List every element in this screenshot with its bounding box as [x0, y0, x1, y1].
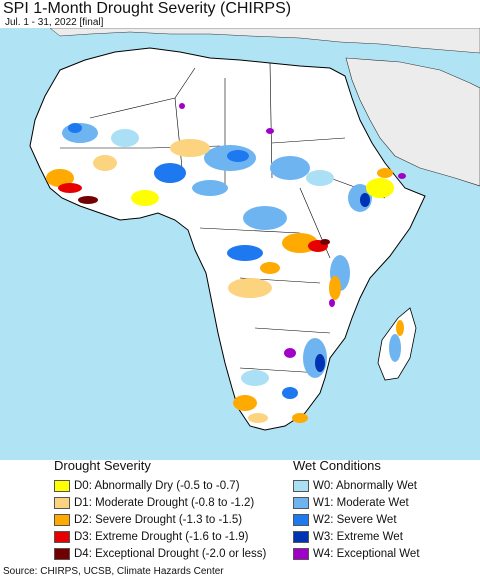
wet-patch	[227, 245, 263, 261]
legend-swatch	[54, 531, 70, 543]
dry-patch	[93, 155, 117, 171]
dry-patch	[366, 178, 394, 198]
wet-legend-item: W1: Moderate Wet	[293, 496, 409, 510]
legend-label: D3: Extreme Drought (-1.6 to -1.9)	[74, 531, 249, 543]
legend-swatch	[293, 480, 309, 492]
exceptional-wet-patch	[398, 173, 406, 179]
wet-patch	[306, 170, 334, 186]
exceptional-wet-patch	[284, 348, 296, 358]
drought-legend-item: D2: Severe Drought (-1.3 to -1.5)	[54, 513, 242, 527]
exceptional-wet-patch	[179, 103, 185, 109]
dry-patch	[228, 278, 272, 298]
drought-legend-item: D1: Moderate Drought (-0.8 to -1.2)	[54, 496, 254, 510]
wet-patch	[227, 150, 249, 162]
legend-label: W2: Severe Wet	[313, 514, 397, 526]
wet-patch	[154, 163, 186, 183]
dry-patch	[248, 413, 268, 423]
legend-swatch	[293, 514, 309, 526]
dry-patch	[292, 413, 308, 423]
legend-swatch	[293, 497, 309, 509]
wet-patch	[241, 370, 269, 386]
drought-legend-heading: Drought Severity	[54, 458, 151, 473]
legend-label: W4: Exceptional Wet	[313, 548, 420, 560]
wet-legend-heading: Wet Conditions	[293, 458, 381, 473]
legend-swatch	[293, 531, 309, 543]
dry-patch	[46, 169, 74, 187]
legend-label: W0: Abnormally Wet	[313, 480, 417, 492]
wet-legend-item: W3: Extreme Wet	[293, 530, 403, 544]
drought-legend-item: D3: Extreme Drought (-1.6 to -1.9)	[54, 530, 248, 544]
legend-label: D1: Moderate Drought (-0.8 to -1.2)	[74, 497, 255, 509]
wet-patch	[243, 206, 287, 230]
exceptional-wet-patch	[266, 128, 274, 134]
dry-patch	[329, 276, 341, 300]
legend-swatch	[293, 548, 309, 560]
dry-patch	[233, 395, 257, 411]
wet-patch	[192, 180, 228, 196]
dry-patch	[260, 262, 280, 274]
legend-swatch	[54, 497, 70, 509]
legend-label: D2: Severe Drought (-1.3 to -1.5)	[74, 514, 243, 526]
europe-landmass	[49, 28, 480, 54]
legend-swatch	[54, 548, 70, 560]
wet-legend-item: W4: Exceptional Wet	[293, 547, 420, 561]
wet-legend-item: W0: Abnormally Wet	[293, 479, 417, 493]
wet-patch	[270, 156, 310, 180]
legend-label: W3: Extreme Wet	[313, 531, 403, 543]
legend-swatch	[54, 514, 70, 526]
wet-patch	[315, 354, 325, 372]
wet-legend-item: W2: Severe Wet	[293, 513, 397, 527]
drought-legend-item: D0: Abnormally Dry (-0.5 to -0.7)	[54, 479, 240, 493]
dry-patch	[131, 190, 159, 206]
dry-patch	[58, 183, 82, 193]
dry-patch	[320, 239, 330, 245]
map-subtitle: Jul. 1 - 31, 2022 [final]	[5, 17, 104, 28]
legend-label: D4: Exceptional Drought (-2.0 or less)	[74, 548, 267, 560]
dry-patch	[78, 196, 98, 204]
legend-label: W1: Moderate Wet	[313, 497, 409, 509]
exceptional-wet-patch	[329, 299, 335, 307]
dry-patch	[377, 168, 393, 178]
source-credit: Source: CHIRPS, UCSB, Climate Hazards Ce…	[3, 566, 224, 577]
anomaly-patches	[46, 103, 406, 423]
legend-label: D0: Abnormally Dry (-0.5 to -0.7)	[74, 480, 240, 492]
dry-patch	[396, 320, 404, 336]
dry-patch	[170, 139, 210, 157]
wet-patch	[282, 387, 298, 399]
drought-legend-item: D4: Exceptional Drought (-2.0 or less)	[54, 547, 266, 561]
legend: Drought Severity D0: Abnormally Dry (-0.…	[0, 458, 480, 566]
wet-patch	[389, 334, 401, 362]
legend-swatch	[54, 480, 70, 492]
wet-patch	[111, 129, 139, 147]
wet-patch	[68, 123, 82, 133]
wet-patch	[360, 193, 370, 207]
arabia-landmass	[345, 57, 480, 187]
drought-map	[0, 28, 480, 460]
map-title: SPI 1-Month Drought Severity (CHIRPS)	[3, 0, 292, 17]
